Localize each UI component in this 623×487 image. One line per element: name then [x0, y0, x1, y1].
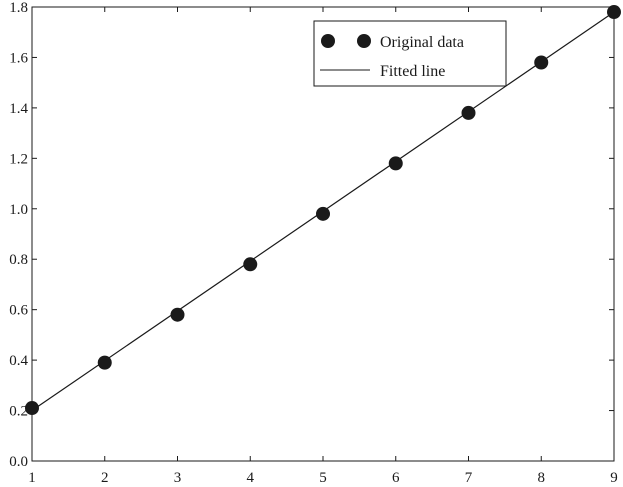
y-tick-label: 0.0	[9, 454, 28, 470]
data-point	[316, 206, 330, 221]
y-tick-label: 1.4	[9, 101, 28, 117]
x-tick-label: 2	[101, 470, 109, 486]
legend-label-fitted-line: Fitted line	[380, 63, 445, 80]
y-tick-label: 1.2	[9, 151, 28, 167]
x-tick-label: 1	[28, 470, 36, 486]
data-point	[461, 105, 476, 120]
x-tick-label: 6	[392, 470, 400, 486]
legend-box	[313, 20, 507, 87]
y-tick-label: 0.6	[9, 303, 28, 319]
data-point	[534, 55, 549, 70]
legend-marker-right	[357, 34, 371, 48]
data-point	[170, 307, 185, 322]
plot-frame	[31, 6, 615, 462]
y-tick-label: 1.6	[9, 50, 28, 66]
y-tick-label: 1.0	[9, 202, 28, 218]
y-tick-label: 0.8	[9, 252, 28, 268]
data-point	[388, 156, 403, 171]
y-tick-label: 0.4	[9, 353, 28, 369]
legend-marker-left	[321, 34, 335, 48]
x-tick-label: 9	[610, 470, 618, 486]
data-point	[97, 355, 112, 370]
x-tick-label: 8	[538, 470, 546, 486]
data-point	[243, 257, 258, 272]
x-tick-label: 7	[465, 470, 473, 486]
legend-label-original-data: Original data	[380, 34, 464, 51]
x-tick-label: 4	[247, 470, 255, 486]
x-tick-label: 3	[174, 470, 182, 486]
legend: Original data Fitted line	[313, 20, 507, 87]
y-tick-label: 1.8	[9, 0, 28, 16]
y-tick-label: 0.2	[9, 404, 28, 420]
series-layer	[25, 5, 621, 416]
x-tick-label: 5	[319, 470, 327, 486]
